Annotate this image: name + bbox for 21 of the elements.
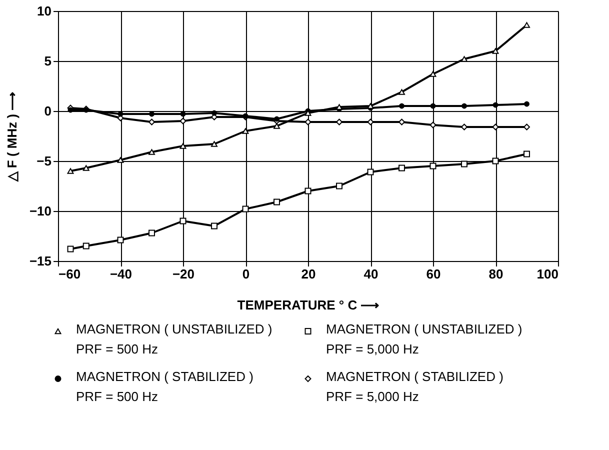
x-tick-label: 0 — [242, 266, 250, 282]
legend-label: MAGNETRON ( STABILIZED ) PRF = 5,000 Hz — [326, 368, 504, 404]
y-tick-label: 0 — [44, 104, 52, 118]
y-tick-label: 10 — [37, 4, 52, 18]
y-tick-label: −10 — [29, 204, 52, 218]
y-axis-title: △ F ( MHz ) ⟶ — [4, 91, 20, 183]
legend-label: MAGNETRON ( UNSTABILIZED ) PRF = 500 Hz — [76, 321, 272, 356]
x-tick-label: 80 — [488, 266, 504, 282]
x-tick-label: 20 — [301, 266, 316, 282]
y-tick-label: 5 — [44, 54, 52, 68]
legend-label: MAGNETRON ( STABILIZED ) PRF = 500 Hz — [76, 368, 254, 404]
legend-label: MAGNETRON ( UNSTABILIZED ) PRF = 5,000 Hz — [326, 321, 522, 356]
x-tick-label: −60 — [58, 266, 81, 282]
x-tick-label: −20 — [172, 266, 195, 282]
y-tick-label: −5 — [36, 154, 52, 168]
y-tick-label: −15 — [29, 254, 52, 268]
x-tick-label: −40 — [110, 266, 132, 282]
x-tick-label: 60 — [426, 266, 441, 282]
x-tick-label: 100 — [536, 266, 558, 282]
x-axis-title: TEMPERATURE ° C ⟶ — [237, 298, 380, 312]
x-tick-label: 40 — [364, 266, 378, 282]
